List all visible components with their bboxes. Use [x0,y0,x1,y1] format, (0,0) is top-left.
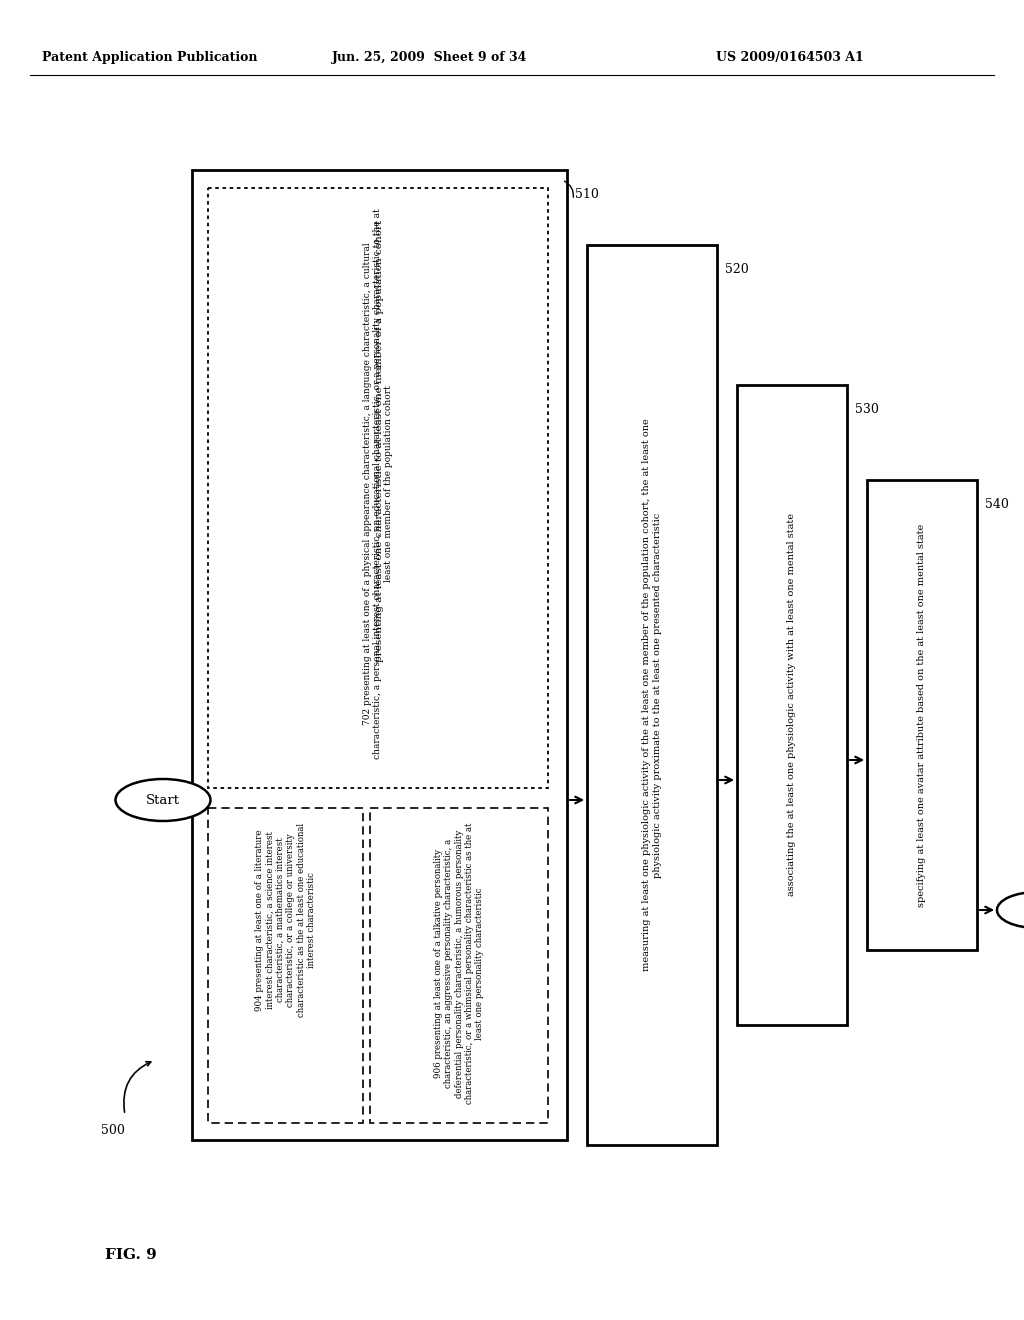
Text: FIG. 9: FIG. 9 [105,1247,157,1262]
Ellipse shape [997,892,1024,928]
Text: 904 presenting at least one of a literature
interest characteristic, a science i: 904 presenting at least one of a literat… [255,822,316,1018]
Text: Jun. 25, 2009  Sheet 9 of 34: Jun. 25, 2009 Sheet 9 of 34 [333,51,527,65]
Bar [867,480,977,950]
Text: associating the at least one physiologic activity with at least one mental state: associating the at least one physiologic… [787,513,797,896]
Text: specifying at least one avatar attribute based on the at least one mental state: specifying at least one avatar attribute… [918,523,927,907]
Text: measuring at least one physiologic activity of the at least one member of the po: measuring at least one physiologic activ… [642,418,662,972]
Text: Patent Application Publication: Patent Application Publication [42,51,258,65]
Bar [737,385,847,1026]
Bar [208,808,362,1123]
Text: Start: Start [146,793,180,807]
Text: 500: 500 [101,1123,125,1137]
Bar [193,170,567,1140]
Text: presenting at least one characteristic to at least one member of a population co: presenting at least one characteristic t… [375,220,384,663]
Text: 906 presenting at least one of a talkative personality
characteristic, an aggres: 906 presenting at least one of a talkati… [434,822,484,1105]
Text: 520: 520 [725,263,749,276]
Text: 540: 540 [985,498,1009,511]
Text: 702 presenting at least one of a physical appearance characteristic, a language : 702 presenting at least one of a physica… [364,209,393,759]
Text: 530: 530 [855,403,879,416]
Ellipse shape [116,779,211,821]
Bar [370,808,548,1123]
Bar [587,246,717,1144]
Bar [208,187,548,788]
Text: US 2009/0164503 A1: US 2009/0164503 A1 [716,51,864,65]
Text: 510: 510 [575,187,599,201]
